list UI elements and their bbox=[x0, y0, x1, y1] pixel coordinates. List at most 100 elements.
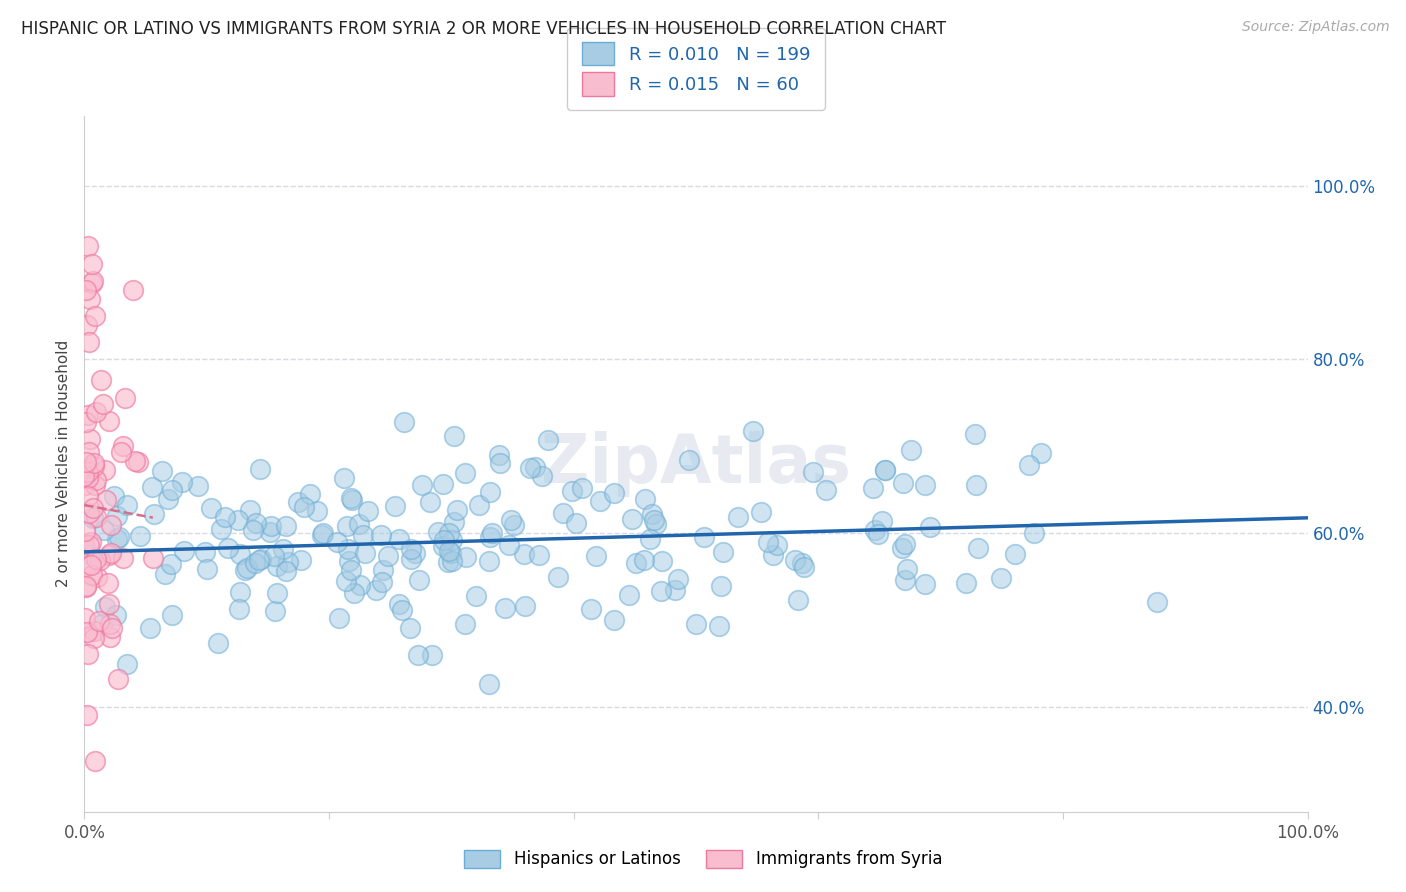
Point bbox=[678, 453, 700, 467]
Point bbox=[142, 551, 165, 566]
Point bbox=[250, 551, 273, 566]
Point bbox=[894, 537, 917, 551]
Point bbox=[370, 575, 392, 590]
Point bbox=[77, 445, 100, 459]
Point bbox=[370, 528, 392, 542]
Point bbox=[891, 476, 914, 491]
Point bbox=[93, 463, 115, 477]
Point bbox=[437, 544, 460, 558]
Point bbox=[162, 607, 184, 622]
Point bbox=[742, 424, 765, 438]
Point bbox=[75, 559, 97, 574]
Point bbox=[84, 552, 107, 566]
Point bbox=[437, 526, 460, 541]
Point bbox=[709, 619, 731, 633]
Point bbox=[172, 475, 194, 490]
Point bbox=[84, 477, 107, 491]
Point bbox=[84, 405, 107, 419]
Point bbox=[399, 542, 422, 557]
Point bbox=[896, 562, 918, 576]
Point bbox=[187, 479, 209, 493]
Point bbox=[634, 491, 657, 506]
Point bbox=[335, 574, 357, 588]
Text: ZipAtlas: ZipAtlas bbox=[541, 431, 851, 497]
Point bbox=[84, 473, 107, 487]
Point bbox=[218, 541, 240, 555]
Point bbox=[122, 283, 145, 297]
Point bbox=[249, 462, 271, 476]
Point bbox=[1029, 446, 1052, 460]
Point bbox=[80, 277, 103, 291]
Point bbox=[93, 599, 115, 614]
Point bbox=[76, 647, 98, 661]
Point bbox=[162, 483, 184, 497]
Point bbox=[76, 318, 98, 332]
Point bbox=[292, 500, 315, 514]
Point bbox=[478, 554, 501, 568]
Point bbox=[156, 491, 179, 506]
Point bbox=[82, 274, 104, 288]
Point bbox=[441, 533, 464, 547]
Point bbox=[519, 460, 541, 475]
Point bbox=[150, 464, 173, 478]
Point bbox=[790, 556, 813, 570]
Point bbox=[104, 607, 127, 622]
Point bbox=[1146, 595, 1168, 609]
Point bbox=[100, 518, 122, 533]
Point bbox=[621, 512, 644, 526]
Point bbox=[290, 552, 312, 566]
Point bbox=[91, 397, 114, 411]
Point bbox=[364, 583, 387, 598]
Point bbox=[287, 495, 309, 509]
Point bbox=[1018, 458, 1040, 472]
Point bbox=[75, 415, 97, 429]
Point bbox=[84, 754, 107, 768]
Point bbox=[488, 448, 510, 462]
Point bbox=[437, 555, 460, 569]
Point bbox=[401, 552, 423, 566]
Point bbox=[98, 630, 121, 644]
Point bbox=[207, 636, 229, 650]
Point bbox=[76, 489, 98, 503]
Point bbox=[710, 579, 733, 593]
Point bbox=[98, 414, 121, 428]
Point bbox=[873, 463, 896, 477]
Point bbox=[793, 560, 815, 574]
Point bbox=[862, 481, 884, 495]
Point bbox=[229, 548, 252, 562]
Point bbox=[73, 478, 96, 492]
Point bbox=[263, 604, 285, 618]
Point bbox=[311, 528, 333, 542]
Point bbox=[866, 527, 889, 541]
Point bbox=[571, 481, 593, 495]
Point bbox=[274, 518, 297, 533]
Point bbox=[371, 563, 394, 577]
Point bbox=[440, 546, 463, 560]
Point bbox=[499, 513, 522, 527]
Point bbox=[83, 631, 105, 645]
Point bbox=[579, 602, 602, 616]
Point bbox=[432, 539, 454, 553]
Point bbox=[644, 517, 666, 532]
Point bbox=[76, 471, 98, 485]
Point bbox=[388, 532, 411, 546]
Point bbox=[353, 546, 375, 560]
Point bbox=[347, 516, 370, 531]
Point bbox=[432, 477, 454, 491]
Point bbox=[564, 516, 586, 530]
Point bbox=[766, 538, 789, 552]
Point bbox=[333, 471, 356, 485]
Point bbox=[233, 563, 256, 577]
Point bbox=[115, 657, 138, 672]
Point bbox=[259, 524, 281, 539]
Point bbox=[236, 561, 259, 575]
Point bbox=[228, 602, 250, 616]
Point bbox=[328, 610, 350, 624]
Point bbox=[643, 513, 665, 527]
Point bbox=[478, 677, 501, 691]
Point bbox=[481, 525, 503, 540]
Point bbox=[405, 546, 427, 560]
Point bbox=[75, 580, 97, 594]
Point bbox=[479, 530, 502, 544]
Point bbox=[266, 559, 288, 574]
